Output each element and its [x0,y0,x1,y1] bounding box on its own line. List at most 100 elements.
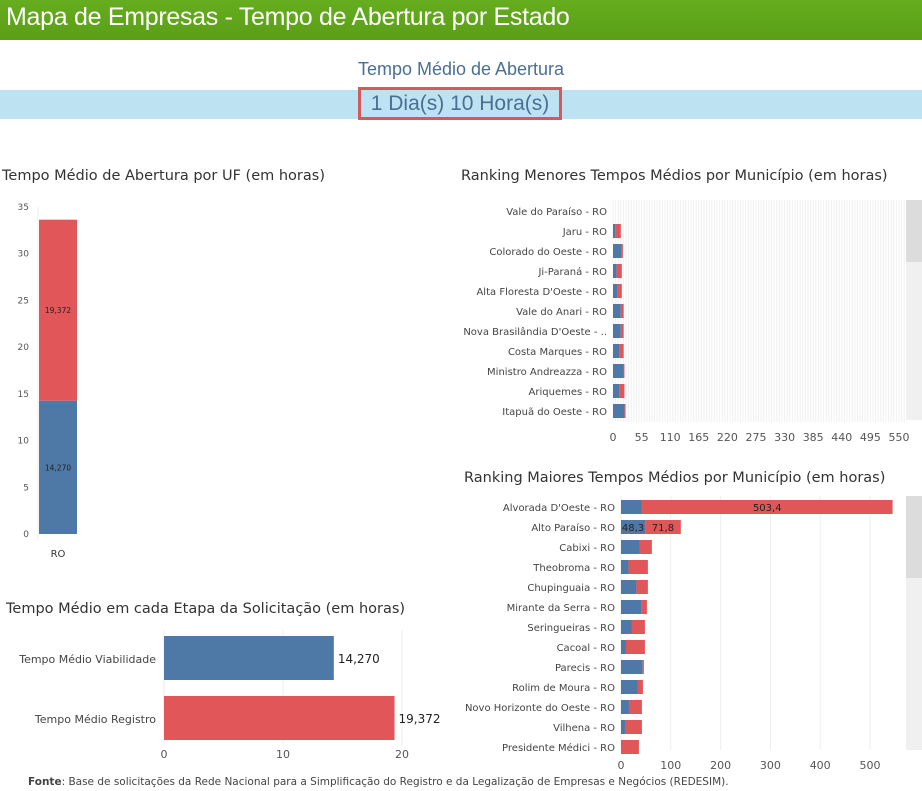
header-bar: Mapa de Empresas - Tempo de Abertura por… [0,0,922,40]
bar-data-label: 19,372 [45,306,71,315]
x-tick-label: 0 [161,748,168,761]
x-tick-label: 200 [710,759,731,772]
category-label: Alvorada D'Oeste - RO [503,503,615,514]
bar-segment [613,344,620,358]
bar-segment [621,740,639,754]
bar-data-label: 503,4 [753,503,782,514]
bar-segment [39,400,77,534]
category-label: Alta Floresta D'Oeste - RO [476,287,607,298]
bar-segment [619,344,624,358]
bar-data-label: 14,270 [338,652,380,666]
bar-segment [613,304,621,318]
bar-segment [645,520,681,534]
bar-segment [621,620,632,634]
bar-segment [642,660,644,674]
category-label: Ji-Paraná - RO [537,266,607,278]
category-label: Novo Horizonte do Oeste - RO [465,703,615,714]
footer-label: Fonte [28,776,62,788]
bar-segment [620,304,624,318]
bar-data-label: 19,372 [399,712,441,726]
bar-segment [613,324,621,338]
bar-segment [613,364,624,378]
category-label: Alto Paraíso - RO [531,522,615,534]
category-label: Itapuã do Oeste - RO [502,407,607,418]
x-tick-label: 110 [660,431,681,444]
bar-segment [641,500,893,514]
bar-segment [621,500,642,514]
bar-segment [628,700,642,714]
x-tick-label: 500 [860,759,881,772]
kpi-value: 1 Dia(s) 10 Hora(s) [358,87,562,120]
scrollbar-maiores[interactable] [906,496,922,750]
category-label: Colorado do Oeste - RO [489,247,607,258]
x-tick-label: 300 [760,759,781,772]
y-tick-label: 10 [18,437,30,447]
footer-text: : Base de solicitações da Rede Nacional … [61,776,729,788]
y-tick-label: 5 [23,483,29,493]
bar-data-label: 48,3 [622,523,644,534]
bar-segment [613,224,616,238]
kpi-title: Tempo Médio de Abertura [357,59,565,79]
bar [164,696,395,740]
bar-segment [616,264,622,278]
bar-segment [39,219,77,401]
bar-segment [621,244,623,258]
kpi-band [0,90,922,119]
x-tick-label: 100 [660,759,681,772]
bar-segment [620,324,624,338]
category-label: Presidente Médici - RO [502,742,615,754]
bar-segment [621,720,625,734]
bar-segment [636,580,648,594]
x-tick-label: 330 [774,431,795,444]
bar-segment [613,264,617,278]
bar-segment [613,404,625,418]
bar-segment [617,284,622,298]
category-label: Vale do Anari - RO [516,307,607,318]
x-tick-label: 165 [688,431,709,444]
category-label: Costa Marques - RO [508,347,607,358]
x-tick-label: 385 [803,431,824,444]
category-label: Cabixi - RO [559,543,615,554]
bar-segment [613,384,620,398]
bar-segment [625,640,645,654]
x-tick-label: 0 [610,431,617,444]
bar-segment [621,640,626,654]
x-tick-label: 220 [717,431,738,444]
y-tick-label: 0 [23,530,29,540]
x-tick-label: 55 [635,431,649,444]
bar-segment [615,224,621,238]
category-label: Seringueiras - RO [527,623,615,634]
bar-segment [613,284,618,298]
category-label: Chupinguaia - RO [527,583,615,594]
category-label: Tempo Médio Registro [34,713,156,726]
x-tick-label: 400 [810,759,831,772]
bar-segment [624,720,642,734]
y-tick-label: 15 [18,390,29,400]
y-tick-label: 30 [18,250,30,260]
bar-segment [628,560,648,574]
x-tick-label: RO [51,549,66,560]
bar-data-label: 14,270 [45,463,71,472]
category-label: Vilhena - RO [553,723,615,734]
x-tick-label: 0 [618,759,625,772]
bar-segment [621,540,640,554]
footer-source: Fonte: Base de solicitações da Rede Naci… [28,776,729,788]
chart-title-menores: Ranking Menores Tempos Médios por Municí… [461,168,888,184]
bar-segment [621,580,637,594]
bar-segment [637,680,643,694]
chart-title-etapa: Tempo Médio em cada Etapa da Solicitação… [6,601,406,617]
category-label: Tempo Médio Viabilidade [18,653,156,666]
y-tick-label: 25 [18,296,29,306]
bar-segment [621,520,646,534]
scrollbar-menores[interactable] [906,200,922,420]
category-label: Ariquemes - RO [529,387,608,398]
x-tick-label: 440 [831,431,852,444]
x-tick-label: 10 [276,748,290,761]
category-label: Theobroma - RO [532,563,615,574]
category-label: Vale do Paraíso - RO [506,206,607,218]
bar-segment [621,600,642,614]
y-tick-label: 35 [18,203,29,213]
chart-title-maiores: Ranking Maiores Tempos Médios por Municí… [464,470,886,486]
category-label: Parecis - RO [555,663,615,674]
